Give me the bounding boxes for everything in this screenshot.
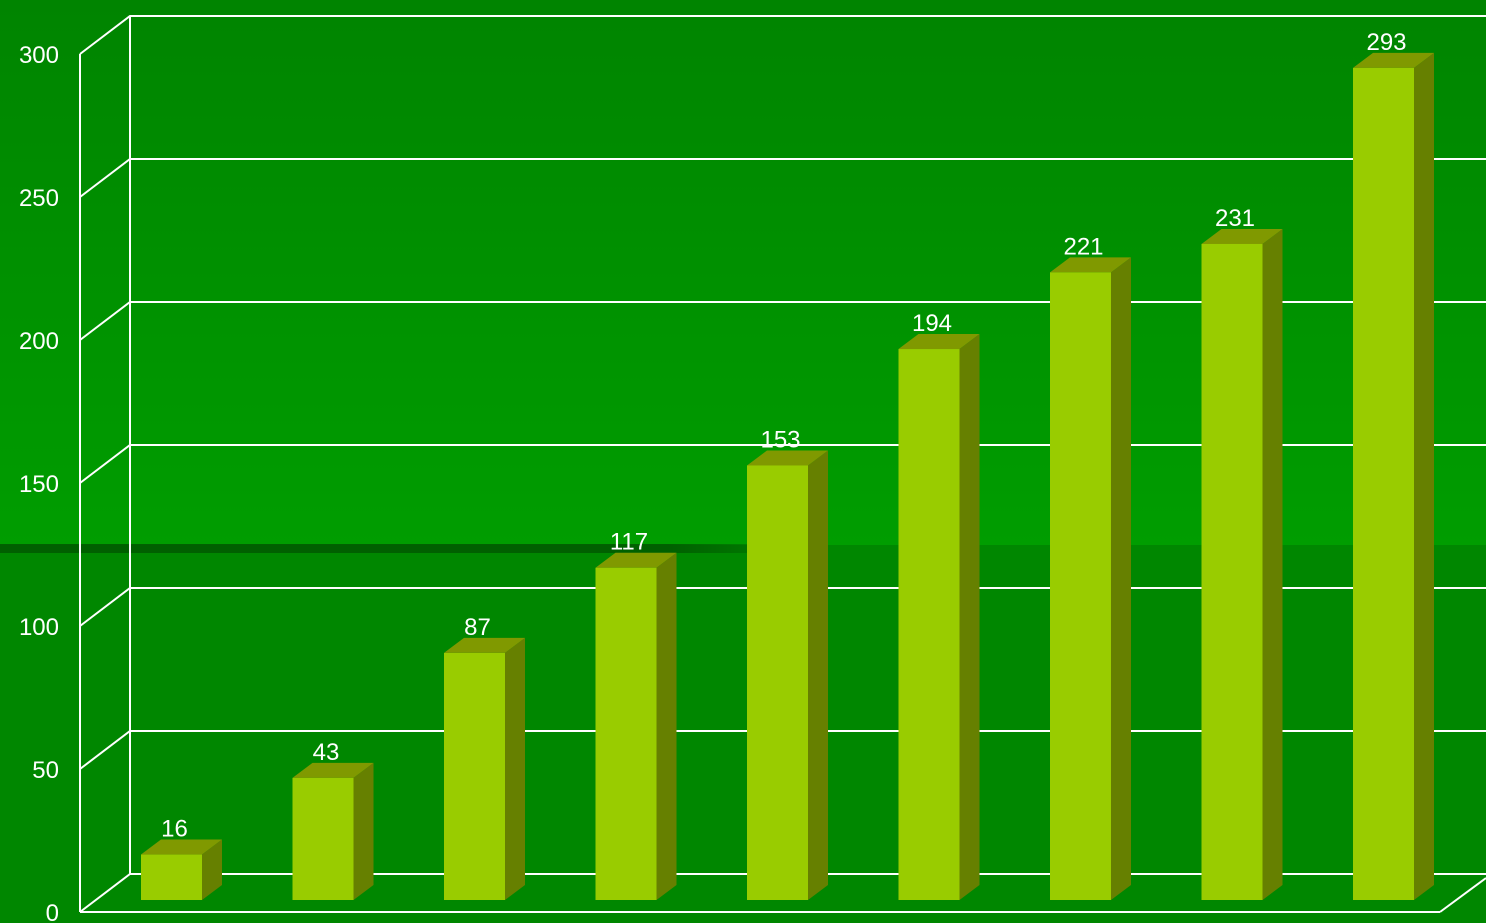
bar-top: [595, 552, 677, 568]
bar-value-label: 16: [161, 816, 188, 843]
bar-front: [141, 854, 202, 900]
bar-front: [292, 777, 354, 900]
bar-top: [1050, 257, 1131, 273]
bar-value-label: 87: [464, 614, 491, 641]
bar-side: [808, 450, 828, 900]
bar-top: [747, 450, 828, 466]
bar: [1353, 52, 1434, 900]
bar-front: [1353, 67, 1414, 900]
y-tick-label: 100: [19, 614, 59, 641]
bar-front: [898, 349, 960, 900]
bar: [1050, 257, 1131, 900]
bar-side: [1111, 257, 1131, 900]
bar-front: [595, 567, 657, 900]
bar-value-label: 293: [1366, 29, 1406, 56]
bar-side: [1414, 52, 1434, 900]
y-tick-label: 200: [19, 328, 59, 355]
data-labels: 16 43 87 117 153 194 221 231 293: [161, 29, 1406, 843]
bar-top: [292, 762, 374, 778]
bar: [595, 552, 677, 900]
floor-edge: [1439, 877, 1486, 913]
y-tick-label: 300: [19, 42, 59, 69]
bar-side: [353, 762, 374, 900]
bar-front: [1050, 272, 1111, 900]
bar-front: [444, 652, 505, 900]
y-tick-label: 250: [19, 185, 59, 212]
bar: [141, 839, 222, 900]
bar-top: [1353, 52, 1434, 68]
bar-side: [1262, 228, 1283, 900]
bar: [898, 334, 980, 900]
y-axis: 0 50 100 150 200 250 300: [19, 16, 131, 923]
y-tick-label: 50: [32, 757, 59, 784]
bar: [444, 637, 525, 900]
y-tick-label: 0: [46, 900, 59, 923]
bar-side: [959, 334, 980, 900]
bar: [1201, 228, 1283, 900]
bar-side: [505, 637, 525, 900]
bar-value-label: 117: [610, 529, 648, 556]
bar-side: [656, 552, 677, 900]
bar-value-label: 221: [1063, 233, 1103, 260]
y-tick-label: 150: [19, 471, 59, 498]
bar-value-label: 153: [760, 426, 800, 453]
bar: [292, 762, 374, 900]
bars: [141, 52, 1434, 900]
bar-top: [1201, 228, 1283, 244]
background-shadow-band: [0, 544, 1486, 553]
bar: [747, 450, 828, 900]
bar-value-label: 43: [313, 739, 340, 766]
bar-top: [444, 637, 525, 653]
bar-value-label: 194: [912, 310, 952, 337]
bar-side: [202, 839, 222, 900]
bar-top: [898, 334, 980, 350]
bar-top: [141, 839, 222, 855]
bar-value-label: 231: [1215, 205, 1255, 232]
bar-front: [747, 465, 808, 900]
bar-front: [1201, 243, 1263, 900]
